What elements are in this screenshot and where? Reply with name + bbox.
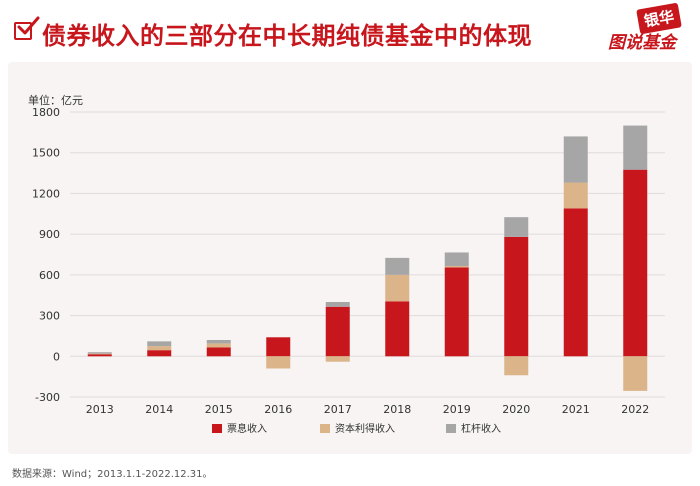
y-tick-label: -300 <box>35 391 60 404</box>
bar-leverage <box>623 125 648 170</box>
x-tick-label: 2020 <box>502 403 530 416</box>
legend-label: 资本利得收入 <box>335 422 395 435</box>
bar-capital-gain <box>385 274 410 302</box>
bar-leverage <box>504 217 529 237</box>
bar-coupon <box>147 350 172 357</box>
bar-capital-gain <box>623 356 648 391</box>
bar-capital-gain <box>87 353 112 355</box>
legend-swatch <box>212 424 222 433</box>
x-tick-label: 2015 <box>205 403 233 416</box>
bar-capital-gain <box>206 343 231 348</box>
page-title: 债券收入的三部分在中长期纯债基金中的体现 <box>42 22 532 50</box>
bar-coupon <box>325 306 350 357</box>
x-tick-label: 2019 <box>443 403 471 416</box>
bar-coupon <box>87 354 112 357</box>
y-tick-label: 0 <box>53 350 60 363</box>
x-tick-label: 2013 <box>86 403 114 416</box>
bar-coupon <box>444 267 469 357</box>
x-tick-label: 2014 <box>145 403 173 416</box>
bar-capital-gain <box>325 356 350 362</box>
bar-coupon <box>385 301 410 357</box>
x-tick-label: 2016 <box>264 403 292 416</box>
bar-coupon <box>623 169 648 357</box>
header: 债券收入的三部分在中长期纯债基金中的体现 银华 图说基金 <box>0 0 700 62</box>
bar-capital-gain <box>444 266 469 268</box>
bar-capital-gain <box>266 356 291 369</box>
x-tick-label: 2018 <box>383 403 411 416</box>
bar-coupon <box>563 208 588 357</box>
y-tick-label: 900 <box>39 228 60 241</box>
bar-leverage <box>206 340 231 344</box>
x-tick-label: 2022 <box>621 403 649 416</box>
bar-coupon <box>504 236 529 357</box>
bar-coupon <box>266 337 291 357</box>
bar-leverage <box>385 257 410 275</box>
legend-label: 票息收入 <box>227 422 267 435</box>
y-tick-label: 1200 <box>32 187 60 200</box>
bar-leverage <box>325 302 350 307</box>
bar-leverage <box>87 352 112 354</box>
y-tick-label: 600 <box>39 269 60 282</box>
y-tick-label: 1800 <box>32 106 60 119</box>
legend-swatch <box>320 424 330 433</box>
bar-leverage <box>563 136 588 183</box>
y-tick-label: 1500 <box>32 147 60 160</box>
bar-leverage <box>147 341 172 347</box>
x-tick-label: 2017 <box>324 403 352 416</box>
x-tick-label: 2021 <box>562 403 590 416</box>
brand-logo: 银华 图说基金 <box>600 2 690 58</box>
data-source-note: 数据来源：Wind；2013.1.1-2022.12.31。 <box>12 469 213 480</box>
bar-capital-gain <box>563 182 588 209</box>
bar-leverage <box>444 252 469 267</box>
bar-coupon <box>206 347 231 357</box>
checkbox-icon <box>14 22 32 40</box>
logo-subtitle: 图说基金 <box>608 33 676 53</box>
legend-label: 杠杆收入 <box>461 422 501 435</box>
bar-capital-gain <box>504 356 529 376</box>
y-tick-label: 300 <box>39 310 60 323</box>
bar-capital-gain <box>147 346 172 351</box>
checkmark-icon <box>17 16 40 35</box>
legend-swatch <box>446 424 456 433</box>
y-axis-unit-label: 单位：亿元 <box>28 94 83 107</box>
